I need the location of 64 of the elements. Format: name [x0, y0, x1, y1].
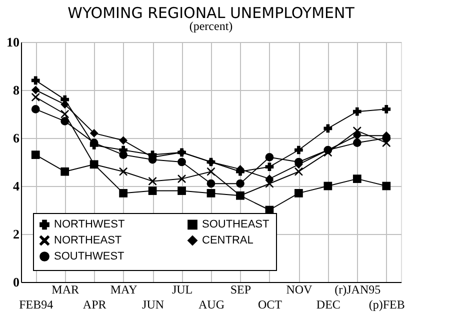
point	[206, 179, 216, 188]
point	[352, 138, 362, 147]
point	[31, 76, 40, 85]
point	[324, 124, 332, 133]
point	[236, 179, 244, 188]
legend-label: CENTRAL	[202, 234, 254, 246]
x-tick-label: DEC	[316, 298, 340, 312]
point	[31, 105, 40, 114]
y-tick-label: 8	[13, 82, 20, 98]
point	[382, 105, 391, 114]
y-tick-label: 6	[13, 130, 20, 146]
point	[206, 189, 216, 198]
x-tick-label: MAY	[110, 282, 138, 296]
point	[31, 150, 40, 159]
point	[265, 162, 274, 171]
point	[119, 189, 128, 198]
x-tick-label: SEP	[230, 282, 252, 296]
point	[90, 129, 98, 138]
x-tick-label: OCT	[258, 298, 283, 312]
point	[119, 167, 128, 176]
y-tick-label: 4	[13, 178, 20, 194]
point	[352, 174, 362, 183]
point	[119, 136, 128, 145]
point	[206, 167, 216, 176]
point	[352, 107, 362, 116]
x-tick-label: MAR	[52, 282, 80, 296]
point	[178, 158, 186, 166]
x-tick-label: (r)JAN95	[334, 282, 381, 296]
point	[265, 179, 274, 188]
y-tick-label: 0	[13, 274, 20, 290]
point	[148, 177, 157, 186]
legend-label: NORTHEAST	[54, 234, 122, 246]
chart-subtitle: (percent)	[189, 19, 233, 33]
y-tick-label: 10	[6, 34, 20, 50]
point	[119, 150, 128, 159]
x-tick-label: FEB94	[19, 298, 54, 312]
legend-label: SOUTHEAST	[202, 218, 270, 231]
point	[352, 126, 362, 135]
point	[148, 186, 157, 195]
point	[352, 131, 362, 140]
point	[31, 86, 40, 94]
point	[265, 174, 274, 183]
point	[60, 117, 70, 126]
point	[31, 93, 40, 102]
point	[60, 167, 70, 176]
x-tick-label: APR	[82, 298, 106, 312]
x-tick-label: JUL	[172, 282, 193, 296]
x-tick-label: (p)FEB	[368, 298, 405, 312]
legend-label: NORTHWEST	[54, 218, 125, 231]
y-tick-label: 2	[13, 226, 20, 242]
point	[294, 146, 303, 154]
point	[382, 182, 391, 190]
point	[60, 110, 70, 118]
point	[294, 167, 303, 176]
point	[178, 186, 186, 195]
x-tick-label: AUG	[198, 298, 225, 312]
point	[178, 174, 186, 183]
point	[294, 189, 303, 198]
point	[324, 182, 332, 190]
legend-label: SOUTHWEST	[54, 250, 125, 262]
x-tick-label: NOV	[286, 282, 313, 296]
chart-title: WYOMING REGIONAL UNEMPLOYMENT	[68, 4, 356, 22]
point	[265, 153, 274, 162]
x-tick-label: JUN	[142, 298, 164, 312]
